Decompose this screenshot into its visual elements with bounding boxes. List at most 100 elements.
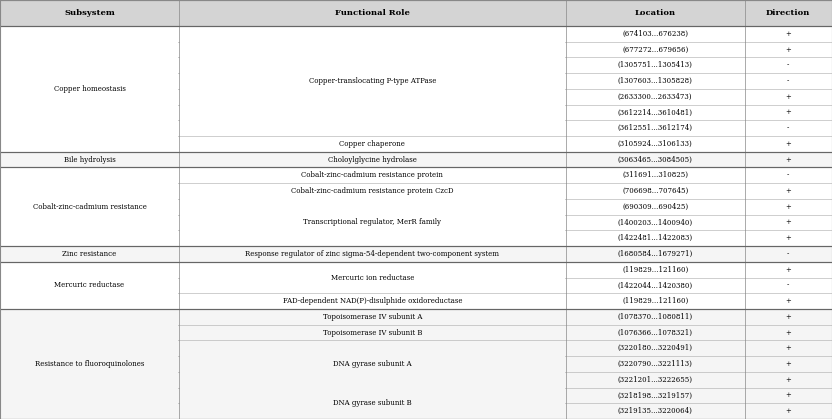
Text: (1076366...1078321): (1076366...1078321)	[617, 328, 693, 336]
Bar	[1, 26, 178, 151]
Text: -: -	[787, 282, 790, 290]
Bar	[745, 168, 832, 183]
Bar	[1, 262, 178, 308]
Bar	[566, 215, 745, 230]
Bar	[745, 246, 832, 262]
Bar	[745, 42, 832, 57]
Bar	[0, 0, 179, 26]
Bar	[179, 325, 566, 340]
Text: +: +	[785, 187, 791, 195]
Text: (119829...121160): (119829...121160)	[622, 266, 688, 274]
Text: Cobalt-zinc-cadmium resistance protein CzcD: Cobalt-zinc-cadmium resistance protein C…	[291, 187, 453, 195]
Bar	[566, 403, 745, 419]
Text: Copper chaperone: Copper chaperone	[339, 140, 405, 148]
Bar	[566, 120, 745, 136]
Bar	[566, 105, 745, 120]
Text: Subsystem: Subsystem	[64, 9, 115, 17]
Bar	[0, 57, 179, 73]
Text: -: -	[787, 250, 790, 258]
Text: +: +	[785, 234, 791, 242]
Text: (3105924...3106133): (3105924...3106133)	[618, 140, 692, 148]
Bar	[566, 168, 745, 183]
Text: +: +	[785, 407, 791, 415]
Text: +: +	[785, 140, 791, 148]
Text: (3219135...3220064): (3219135...3220064)	[618, 407, 692, 415]
Text: (2633300...2633473): (2633300...2633473)	[618, 93, 692, 101]
Text: (119829...121160): (119829...121160)	[622, 297, 688, 305]
Bar	[745, 230, 832, 246]
Bar	[0, 277, 179, 293]
Bar	[745, 136, 832, 152]
Bar	[179, 246, 566, 262]
Text: DNA gyrase subunit B: DNA gyrase subunit B	[333, 399, 412, 407]
Text: Topoisomerase IV subunit B: Topoisomerase IV subunit B	[323, 328, 422, 336]
Text: +: +	[785, 297, 791, 305]
Bar	[0, 340, 179, 356]
Text: FAD-dependent NAD(P)-disulphide oxidoreductase: FAD-dependent NAD(P)-disulphide oxidored…	[283, 297, 462, 305]
Bar	[179, 183, 566, 199]
Bar	[1, 309, 178, 419]
Text: (1078370...1080811): (1078370...1080811)	[617, 313, 693, 321]
Text: +: +	[785, 391, 791, 399]
Bar	[745, 293, 832, 309]
Text: (3612214...3610481): (3612214...3610481)	[617, 109, 693, 116]
Bar	[179, 293, 566, 309]
Bar	[0, 309, 179, 325]
Bar	[179, 277, 566, 293]
Bar	[179, 356, 566, 372]
Bar	[566, 230, 745, 246]
Bar	[0, 168, 179, 183]
Text: (3218198...3219157): (3218198...3219157)	[617, 391, 693, 399]
Text: (1305751...1305413): (1305751...1305413)	[618, 61, 692, 69]
Bar	[566, 73, 745, 89]
Bar	[566, 325, 745, 340]
Text: (3612551...3612174): (3612551...3612174)	[617, 124, 693, 132]
Text: (1400203...1400940): (1400203...1400940)	[617, 218, 693, 227]
Bar	[179, 120, 566, 136]
Bar	[180, 26, 565, 136]
Bar	[0, 372, 179, 388]
Bar	[179, 372, 566, 388]
Bar	[0, 136, 179, 152]
Bar	[566, 246, 745, 262]
Bar	[0, 152, 179, 168]
Bar	[745, 325, 832, 340]
Text: Bile hydrolysis: Bile hydrolysis	[63, 155, 116, 163]
Bar	[566, 262, 745, 277]
Bar	[566, 372, 745, 388]
Bar	[0, 120, 179, 136]
Bar	[745, 403, 832, 419]
Bar	[566, 42, 745, 57]
Bar	[179, 168, 566, 183]
Bar	[179, 0, 566, 26]
Bar	[566, 183, 745, 199]
Bar	[0, 73, 179, 89]
Bar	[566, 152, 745, 168]
Text: -: -	[787, 171, 790, 179]
Bar	[0, 199, 179, 215]
Text: -: -	[787, 61, 790, 69]
Bar	[1, 168, 178, 246]
Bar	[566, 89, 745, 105]
Bar	[179, 57, 566, 73]
Bar	[179, 199, 566, 215]
Bar	[179, 230, 566, 246]
Bar	[566, 340, 745, 356]
Bar	[745, 340, 832, 356]
Bar	[566, 136, 745, 152]
Bar	[745, 277, 832, 293]
Text: +: +	[785, 46, 791, 54]
Text: +: +	[785, 93, 791, 101]
Bar	[179, 26, 566, 42]
Text: +: +	[785, 360, 791, 368]
Bar	[0, 403, 179, 419]
Bar	[0, 105, 179, 120]
Bar	[745, 0, 832, 26]
Text: +: +	[785, 328, 791, 336]
Text: Mercuric ion reductase: Mercuric ion reductase	[330, 274, 414, 282]
Bar	[745, 152, 832, 168]
Bar	[745, 215, 832, 230]
Text: (3221201...3222655): (3221201...3222655)	[617, 376, 693, 384]
Text: -: -	[787, 124, 790, 132]
Bar	[745, 199, 832, 215]
